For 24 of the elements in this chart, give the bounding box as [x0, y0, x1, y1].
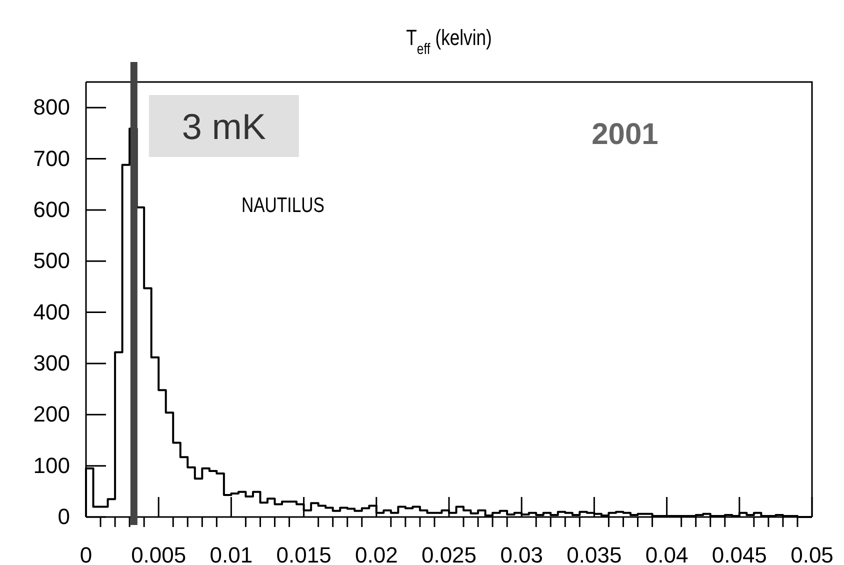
annotation: 2001 — [592, 118, 658, 151]
x-tick-label: 0.025 — [421, 542, 477, 565]
annotation: NAUTILUS — [241, 194, 325, 218]
x-tick-label: 0.04 — [645, 542, 688, 565]
x-tick-label: 0.005 — [131, 542, 186, 565]
y-tick-label: 200 — [33, 402, 70, 427]
y-tick-label: 800 — [33, 94, 70, 120]
y-tick-label: 700 — [33, 146, 70, 171]
x-tick-label: 0.01 — [210, 542, 253, 565]
ref-line-label: 3 mK — [182, 106, 266, 147]
y-tick-label: 0 — [58, 504, 70, 530]
x-tick-label: 0 — [80, 542, 92, 565]
x-tick-label: 0.02 — [354, 542, 398, 565]
y-tick-label: 500 — [33, 248, 70, 274]
chart-title: T$_{eff}$ (kelvin) — [406, 26, 492, 58]
y-tick-label: 100 — [33, 452, 70, 478]
x-tick-label: 0.03 — [500, 542, 544, 565]
y-tick-label: 300 — [33, 350, 70, 376]
x-tick-label: 0.035 — [566, 542, 622, 565]
y-tick-label: 400 — [33, 299, 70, 324]
y-tick-label: 600 — [33, 196, 70, 222]
x-tick-label: 0.05 — [790, 542, 834, 565]
x-tick-label: 0.045 — [712, 542, 767, 565]
x-tick-label: 0.015 — [276, 542, 332, 565]
